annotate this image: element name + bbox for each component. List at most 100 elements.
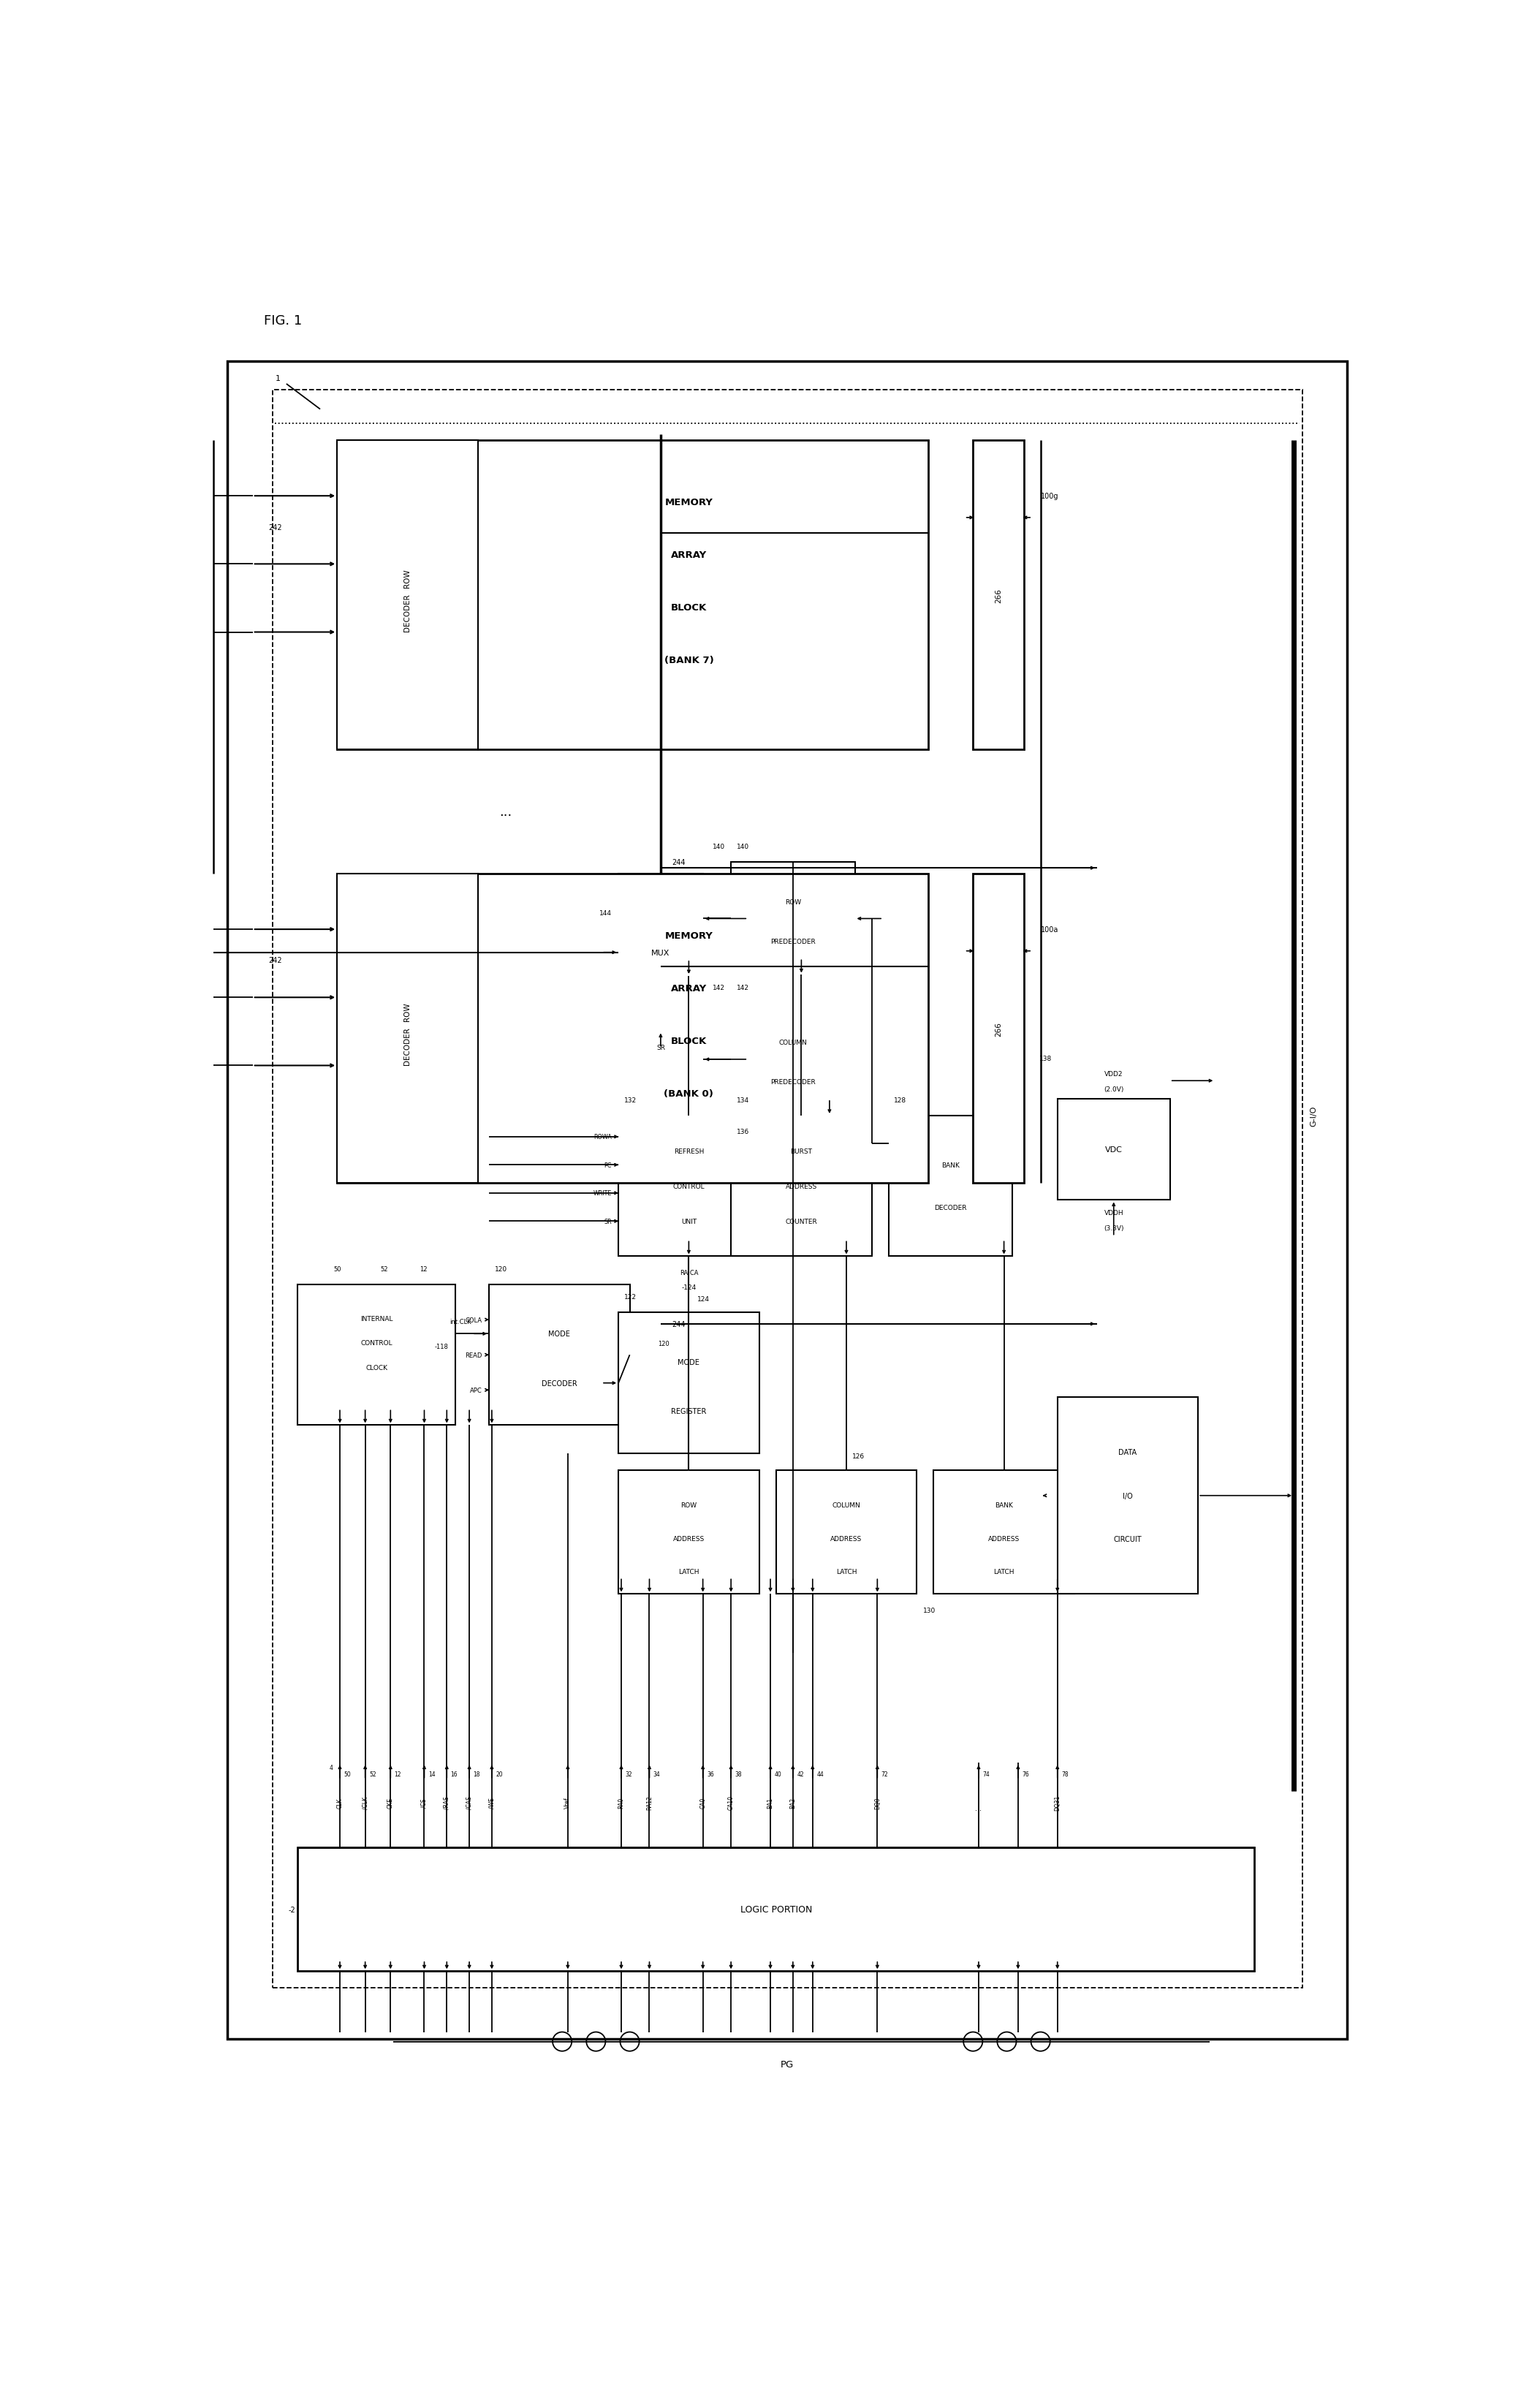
- Text: PREDECODER: PREDECODER: [770, 938, 816, 945]
- Text: 128: 128: [895, 1098, 907, 1103]
- Text: 120: 120: [494, 1265, 507, 1273]
- Text: 122: 122: [624, 1294, 636, 1301]
- Text: 100a: 100a: [1041, 926, 1058, 933]
- Text: 126: 126: [852, 1452, 864, 1459]
- Text: DECODER: DECODER: [403, 1026, 411, 1064]
- Text: DECODER: DECODER: [935, 1203, 967, 1210]
- Text: CIRCUIT: CIRCUIT: [1113, 1536, 1141, 1543]
- Text: 14: 14: [428, 1770, 436, 1777]
- Text: 124: 124: [698, 1296, 710, 1301]
- Bar: [1058, 1397, 1198, 1595]
- Text: WRITE: WRITE: [593, 1191, 611, 1196]
- Text: 72: 72: [881, 1770, 889, 1777]
- Text: /CAS: /CAS: [467, 1796, 473, 1808]
- Bar: [732, 864, 855, 976]
- Text: 266: 266: [995, 1021, 1003, 1036]
- Text: LOGIC PORTION: LOGIC PORTION: [741, 1904, 812, 1914]
- Text: /RAS: /RAS: [444, 1796, 450, 1808]
- Text: 138: 138: [1040, 1055, 1052, 1062]
- Text: ROWA: ROWA: [593, 1134, 611, 1141]
- Text: 144: 144: [599, 909, 611, 916]
- Text: 100g: 100g: [1041, 493, 1058, 500]
- Text: 42: 42: [796, 1770, 804, 1777]
- Text: PG: PG: [781, 2060, 795, 2069]
- Text: 134: 134: [736, 1098, 748, 1103]
- Text: 40: 40: [775, 1770, 781, 1777]
- Text: 20: 20: [496, 1770, 502, 1777]
- Text: 142: 142: [736, 986, 748, 990]
- Bar: [973, 873, 1024, 1184]
- Text: /CS: /CS: [420, 1799, 428, 1806]
- Text: (3.3V): (3.3V): [1104, 1225, 1124, 1232]
- Bar: [337, 440, 929, 751]
- Text: 44: 44: [816, 1770, 824, 1777]
- Text: CONTROL: CONTROL: [360, 1340, 393, 1347]
- Text: ROW: ROW: [681, 1502, 698, 1509]
- Text: RA0: RA0: [618, 1796, 625, 1808]
- Text: 36: 36: [707, 1770, 715, 1777]
- Bar: [619, 1117, 759, 1256]
- Text: 50: 50: [333, 1265, 340, 1273]
- Text: ...: ...: [499, 806, 513, 818]
- Text: VDDH: VDDH: [1104, 1210, 1123, 1215]
- Text: REFRESH: REFRESH: [673, 1148, 704, 1155]
- Text: 74: 74: [983, 1770, 990, 1777]
- Text: 52: 52: [380, 1265, 388, 1273]
- Text: MODE: MODE: [678, 1359, 699, 1366]
- Text: 78: 78: [1061, 1770, 1069, 1777]
- Text: 12: 12: [420, 1265, 428, 1273]
- Text: DATA: DATA: [1118, 1450, 1137, 1457]
- Text: MEMORY: MEMORY: [665, 498, 713, 507]
- Text: ADDRESS: ADDRESS: [989, 1536, 1019, 1543]
- Text: LATCH: LATCH: [679, 1569, 699, 1576]
- Text: (BANK 0): (BANK 0): [664, 1088, 713, 1098]
- Text: CA10: CA10: [728, 1794, 735, 1811]
- Text: DQ0: DQ0: [875, 1796, 881, 1808]
- Text: BURST: BURST: [790, 1148, 812, 1155]
- Bar: [1058, 1098, 1170, 1201]
- Text: CONTROL: CONTROL: [673, 1184, 705, 1189]
- Text: ARRAY: ARRAY: [671, 550, 707, 560]
- Text: 34: 34: [653, 1770, 661, 1777]
- Text: ADDRESS: ADDRESS: [673, 1536, 705, 1543]
- Text: RA12: RA12: [647, 1796, 653, 1811]
- Bar: [933, 1471, 1075, 1595]
- Text: CKE: CKE: [387, 1796, 394, 1808]
- Text: 242: 242: [268, 524, 282, 531]
- Text: VDD2: VDD2: [1104, 1072, 1123, 1076]
- Text: DQ31: DQ31: [1055, 1794, 1061, 1811]
- Text: I/O: I/O: [1123, 1493, 1133, 1500]
- Text: FIG. 1: FIG. 1: [263, 313, 302, 328]
- Text: COUNTER: COUNTER: [785, 1218, 818, 1225]
- Text: UNIT: UNIT: [681, 1218, 696, 1225]
- Bar: [776, 1471, 916, 1595]
- Text: COLUMN: COLUMN: [832, 1502, 861, 1509]
- Text: LATCH: LATCH: [836, 1569, 856, 1576]
- Text: ROW: ROW: [403, 569, 411, 588]
- Text: 52: 52: [370, 1770, 376, 1777]
- Text: -124: -124: [681, 1285, 696, 1292]
- Bar: [889, 1117, 1012, 1256]
- Text: 140: 140: [736, 844, 748, 849]
- Bar: [297, 1847, 1255, 1971]
- Text: READ: READ: [465, 1351, 482, 1359]
- Text: -2: -2: [288, 1906, 296, 1914]
- Text: 140: 140: [713, 844, 725, 849]
- Text: MUX: MUX: [651, 950, 670, 957]
- Text: COLA: COLA: [465, 1316, 482, 1323]
- Text: INTERNAL: INTERNAL: [360, 1316, 393, 1323]
- Text: 50: 50: [343, 1770, 351, 1777]
- Text: APC: APC: [470, 1387, 482, 1395]
- Text: (BANK 7): (BANK 7): [664, 655, 713, 665]
- Text: COLUMN: COLUMN: [779, 1041, 807, 1045]
- Text: DECODER: DECODER: [403, 593, 411, 631]
- Text: 32: 32: [625, 1770, 633, 1777]
- Text: ...: ...: [975, 1804, 983, 1811]
- Text: BLOCK: BLOCK: [671, 1036, 707, 1045]
- Text: SR: SR: [604, 1218, 611, 1225]
- Text: -118: -118: [434, 1342, 448, 1349]
- Text: 266: 266: [995, 588, 1003, 603]
- Text: CLK: CLK: [337, 1796, 343, 1808]
- Text: CA0: CA0: [699, 1796, 707, 1808]
- Text: ROW: ROW: [785, 899, 801, 907]
